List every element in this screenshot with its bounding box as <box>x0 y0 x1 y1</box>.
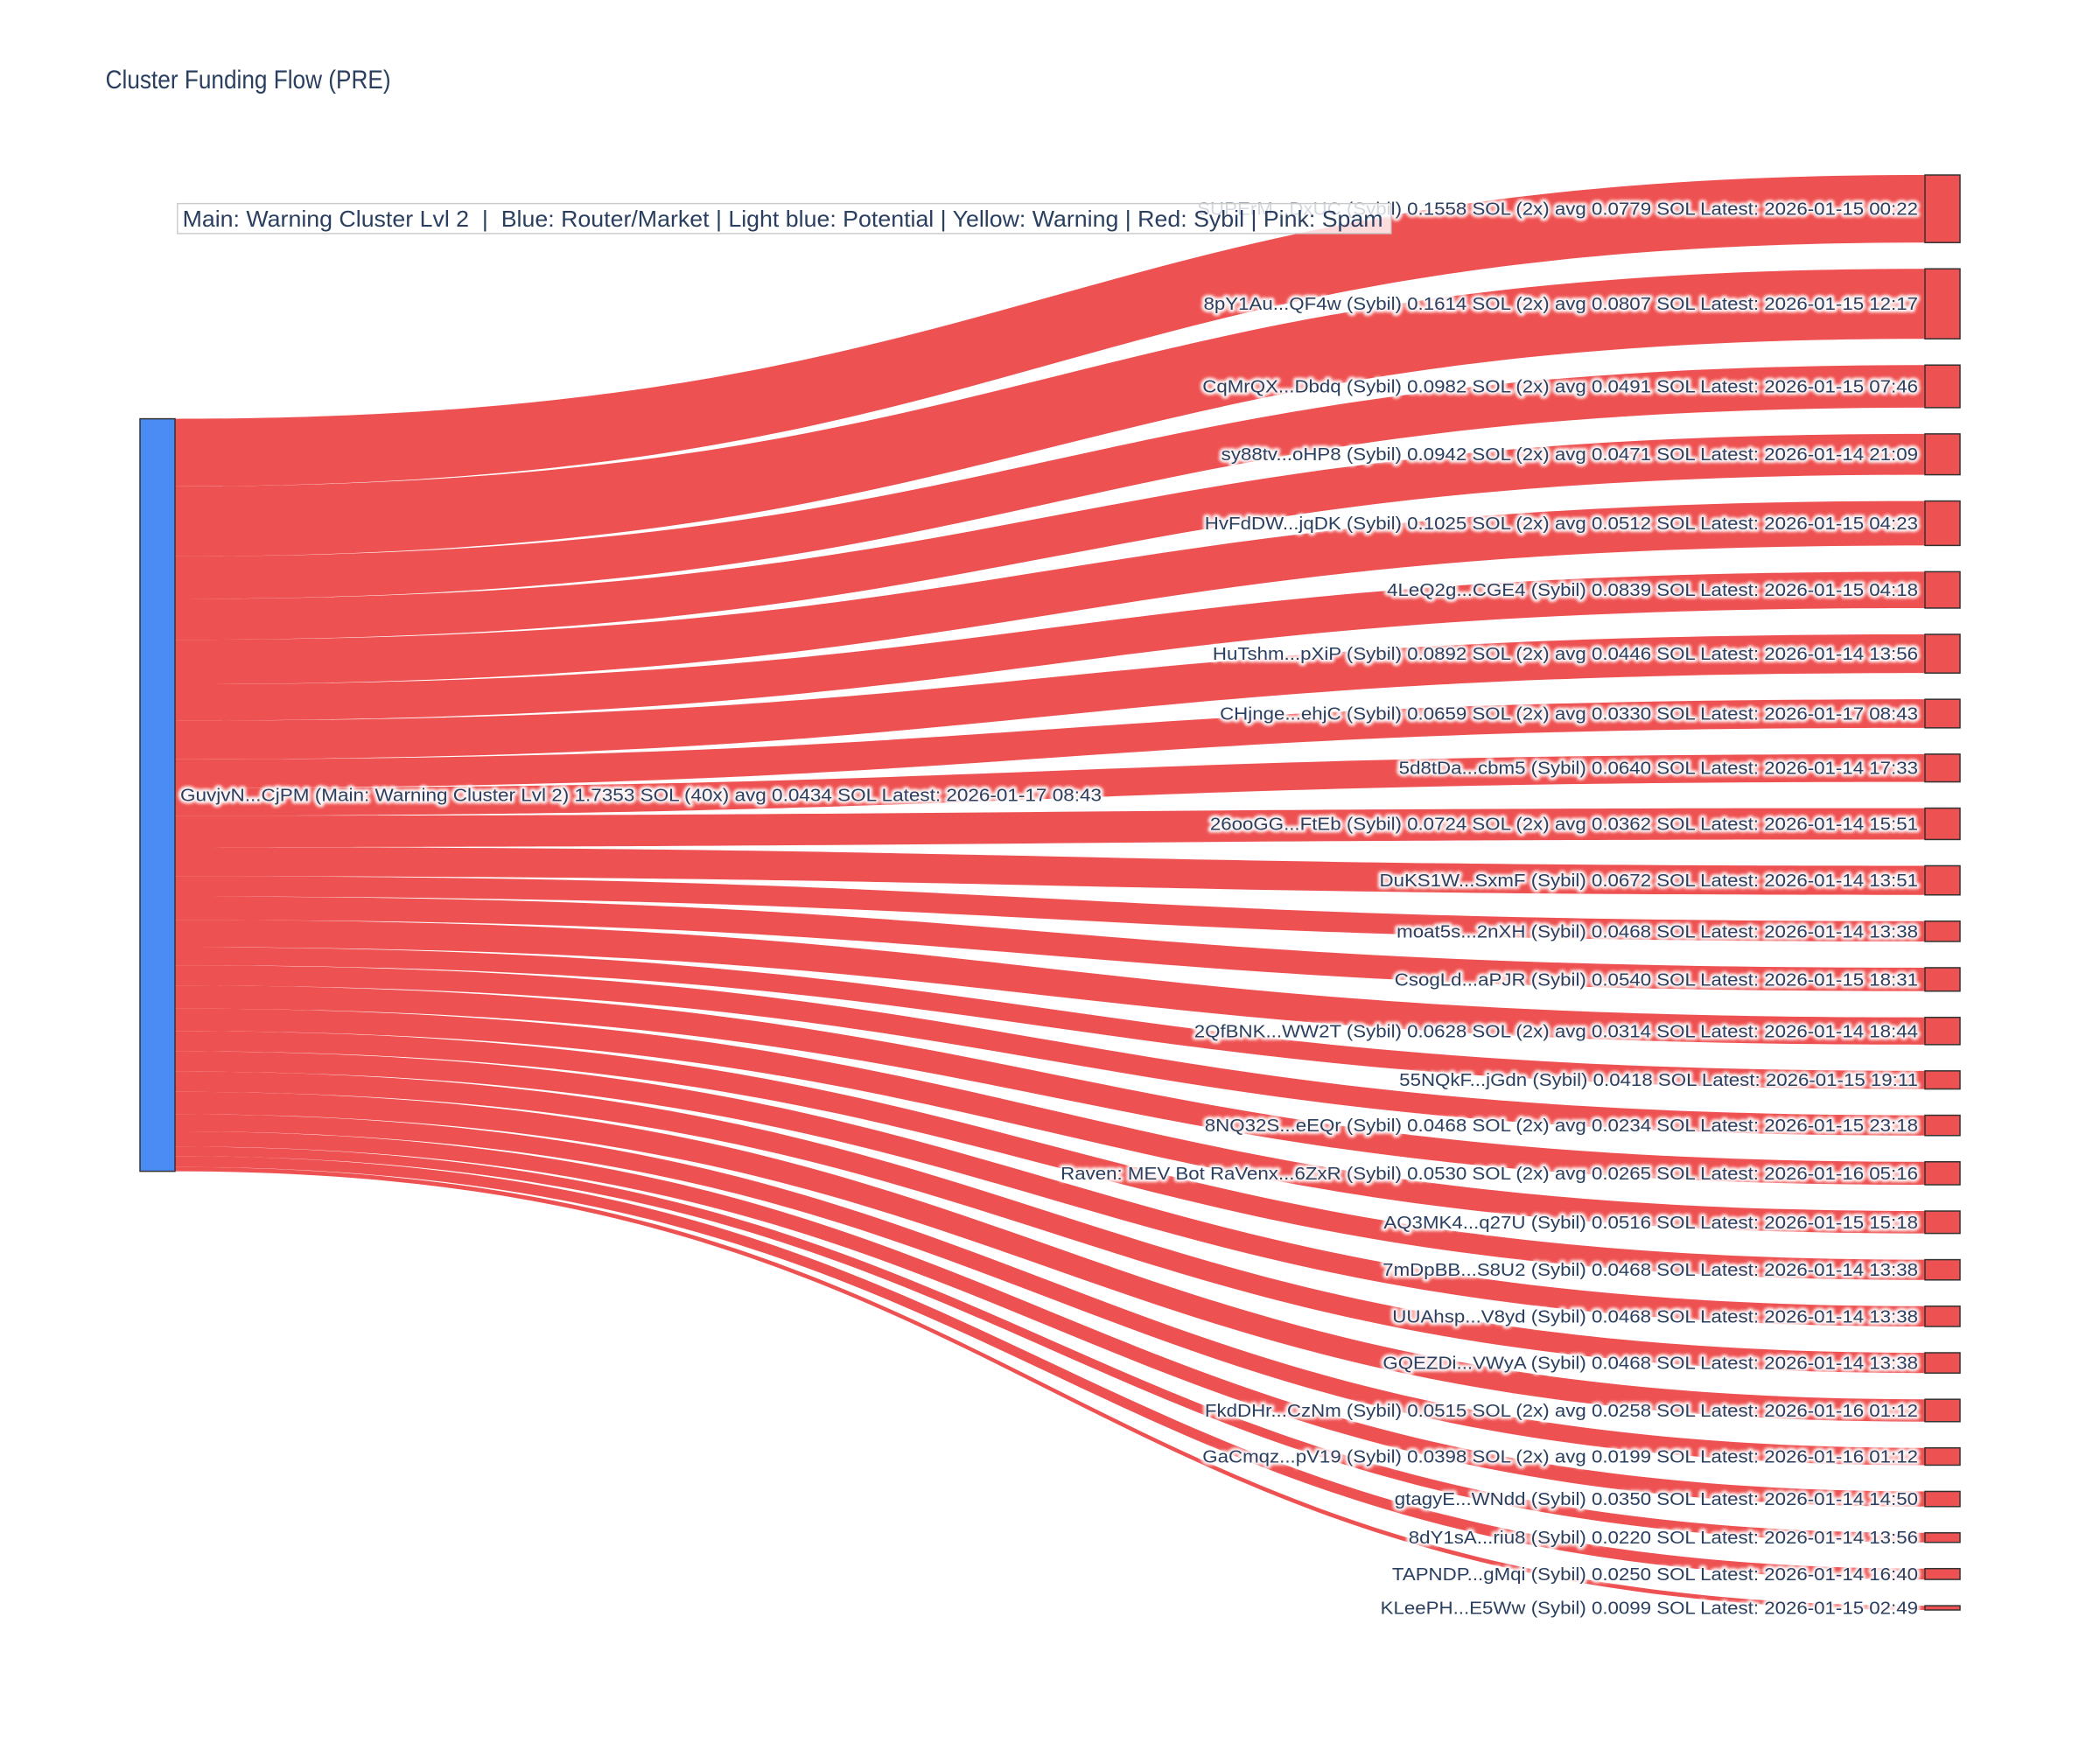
svg-text:Raven: MEV Bot RaVenx...6ZxR (: Raven: MEV Bot RaVenx...6ZxR (Sybil) 0.0… <box>1060 1165 1918 1184</box>
svg-text:TAPNDP...gMqi (Sybil) 0.0250 S: TAPNDP...gMqi (Sybil) 0.0250 SOL Latest:… <box>1392 1565 1918 1585</box>
svg-text:CsogLd...aPJR (Sybil) 0.0540 S: CsogLd...aPJR (Sybil) 0.0540 SOL Latest:… <box>1395 970 1918 990</box>
svg-text:GuvjvN...CjPM (Main: Warning C: GuvjvN...CjPM (Main: Warning Cluster Lvl… <box>180 787 1102 806</box>
svg-text:5d8tDa...cbm5 (Sybil) 0.0640 S: 5d8tDa...cbm5 (Sybil) 0.0640 SOL Latest:… <box>1399 760 1918 779</box>
svg-text:55NQkF...jGdn (Sybil) 0.0418 S: 55NQkF...jGdn (Sybil) 0.0418 SOL Latest:… <box>1399 1071 1918 1090</box>
svg-text:Raven: MEV Bot RaVenx...6ZxR (: Raven: MEV Bot RaVenx...6ZxR (Sybil) 0.0… <box>1060 1165 1918 1184</box>
svg-text:Cluster Funding Flow (PRE): Cluster Funding Flow (PRE) <box>106 66 391 94</box>
svg-text:4LeQ2g...CGE4 (Sybil) 0.0839 S: 4LeQ2g...CGE4 (Sybil) 0.0839 SOL Latest:… <box>1387 581 1918 600</box>
svg-text:55NQkF...jGdn (Sybil) 0.0418 S: 55NQkF...jGdn (Sybil) 0.0418 SOL Latest:… <box>1399 1071 1918 1090</box>
svg-text:8NQ32S...eEQr (Sybil) 0.0468 S: 8NQ32S...eEQr (Sybil) 0.0468 SOL (2x) av… <box>1205 1116 1918 1136</box>
svg-text:7mDpBB...S8U2 (Sybil) 0.0468 S: 7mDpBB...S8U2 (Sybil) 0.0468 SOL Latest:… <box>1382 1261 1918 1280</box>
svg-text:5d8tDa...cbm5 (Sybil) 0.0640 S: 5d8tDa...cbm5 (Sybil) 0.0640 SOL Latest:… <box>1399 760 1918 779</box>
svg-text:moat5s...2nXH (Sybil) 0.0468 S: moat5s...2nXH (Sybil) 0.0468 SOL Latest:… <box>1396 922 1918 942</box>
svg-text:CHjnge...ehjC (Sybil) 0.0659 S: CHjnge...ehjC (Sybil) 0.0659 SOL (2x) av… <box>1220 705 1918 724</box>
svg-text:4LeQ2g...CGE4 (Sybil) 0.0839 S: 4LeQ2g...CGE4 (Sybil) 0.0839 SOL Latest:… <box>1387 581 1918 600</box>
svg-text:HuTshm...pXiP (Sybil) 0.0892 S: HuTshm...pXiP (Sybil) 0.0892 SOL (2x) av… <box>1213 645 1918 664</box>
svg-text:GaCmqz...pV19 (Sybil) 0.0398 S: GaCmqz...pV19 (Sybil) 0.0398 SOL (2x) av… <box>1202 1448 1918 1467</box>
svg-text:gtagyE...WNdd (Sybil) 0.0350 S: gtagyE...WNdd (Sybil) 0.0350 SOL Latest:… <box>1395 1490 1918 1509</box>
svg-text:AQ3MK4...q27U (Sybil) 0.0516 S: AQ3MK4...q27U (Sybil) 0.0516 SOL Latest:… <box>1383 1214 1918 1233</box>
svg-text:26ooGG...FtEb (Sybil) 0.0724 S: 26ooGG...FtEb (Sybil) 0.0724 SOL (2x) av… <box>1210 816 1918 835</box>
svg-text:FkdDHr...CzNm (Sybil) 0.0515 S: FkdDHr...CzNm (Sybil) 0.0515 SOL (2x) av… <box>1205 1402 1918 1421</box>
svg-text:26ooGG...FtEb (Sybil) 0.0724 S: 26ooGG...FtEb (Sybil) 0.0724 SOL (2x) av… <box>1210 816 1918 835</box>
svg-text:CsogLd...aPJR (Sybil) 0.0540 S: CsogLd...aPJR (Sybil) 0.0540 SOL Latest:… <box>1395 970 1918 990</box>
svg-text:gtagyE...WNdd (Sybil) 0.0350 S: gtagyE...WNdd (Sybil) 0.0350 SOL Latest:… <box>1395 1490 1918 1509</box>
svg-text:CHjnge...ehjC (Sybil) 0.0659 S: CHjnge...ehjC (Sybil) 0.0659 SOL (2x) av… <box>1220 705 1918 724</box>
svg-text:8dY1sA...riu8 (Sybil) 0.0220 S: 8dY1sA...riu8 (Sybil) 0.0220 SOL Latest:… <box>1409 1529 1918 1548</box>
svg-text:GaCmqz...pV19 (Sybil) 0.0398 S: GaCmqz...pV19 (Sybil) 0.0398 SOL (2x) av… <box>1202 1448 1918 1467</box>
svg-text:AQ3MK4...q27U (Sybil) 0.0516 S: AQ3MK4...q27U (Sybil) 0.0516 SOL Latest:… <box>1383 1214 1918 1233</box>
svg-text:FkdDHr...CzNm (Sybil) 0.0515 S: FkdDHr...CzNm (Sybil) 0.0515 SOL (2x) av… <box>1205 1402 1918 1421</box>
svg-text:7mDpBB...S8U2 (Sybil) 0.0468 S: 7mDpBB...S8U2 (Sybil) 0.0468 SOL Latest:… <box>1382 1261 1918 1280</box>
svg-text:sy88tv...oHP8 (Sybil) 0.0942 S: sy88tv...oHP8 (Sybil) 0.0942 SOL (2x) av… <box>1222 445 1918 465</box>
svg-text:KLeePH...E5Ww (Sybil) 0.0099 S: KLeePH...E5Ww (Sybil) 0.0099 SOL Latest:… <box>1381 1600 1918 1619</box>
svg-text:DuKS1W...SxmF (Sybil) 0.0672 S: DuKS1W...SxmF (Sybil) 0.0672 SOL Latest:… <box>1380 872 1919 891</box>
svg-text:CqMrQX...Dbdq (Sybil) 0.0982 S: CqMrQX...Dbdq (Sybil) 0.0982 SOL (2x) av… <box>1202 378 1918 397</box>
svg-text:GQEZDi...VWyA (Sybil) 0.0468 S: GQEZDi...VWyA (Sybil) 0.0468 SOL Latest:… <box>1382 1354 1918 1374</box>
svg-text:HvFdDW...jqDK (Sybil) 0.1025 S: HvFdDW...jqDK (Sybil) 0.1025 SOL (2x) av… <box>1205 514 1918 534</box>
svg-text:2QfBNK...WW2T (Sybil) 0.0628 S: 2QfBNK...WW2T (Sybil) 0.0628 SOL (2x) av… <box>1194 1022 1918 1041</box>
svg-text:8NQ32S...eEQr (Sybil) 0.0468 S: 8NQ32S...eEQr (Sybil) 0.0468 SOL (2x) av… <box>1205 1116 1918 1136</box>
svg-text:DuKS1W...SxmF (Sybil) 0.0672 S: DuKS1W...SxmF (Sybil) 0.0672 SOL Latest:… <box>1380 872 1919 891</box>
svg-text:KLeePH...E5Ww (Sybil) 0.0099 S: KLeePH...E5Ww (Sybil) 0.0099 SOL Latest:… <box>1381 1600 1918 1619</box>
svg-text:HvFdDW...jqDK (Sybil) 0.1025 S: HvFdDW...jqDK (Sybil) 0.1025 SOL (2x) av… <box>1205 514 1918 534</box>
svg-text:Cluster Funding Flow (PRE): Cluster Funding Flow (PRE) <box>106 66 391 94</box>
svg-text:HuTshm...pXiP (Sybil) 0.0892 S: HuTshm...pXiP (Sybil) 0.0892 SOL (2x) av… <box>1213 645 1918 664</box>
svg-text:moat5s...2nXH (Sybil) 0.0468 S: moat5s...2nXH (Sybil) 0.0468 SOL Latest:… <box>1396 922 1918 942</box>
svg-text:GuvjvN...CjPM (Main: Warning C: GuvjvN...CjPM (Main: Warning Cluster Lvl… <box>180 787 1102 806</box>
svg-text:8dY1sA...riu8 (Sybil) 0.0220 S: 8dY1sA...riu8 (Sybil) 0.0220 SOL Latest:… <box>1409 1529 1918 1548</box>
svg-text:sy88tv...oHP8 (Sybil) 0.0942 S: sy88tv...oHP8 (Sybil) 0.0942 SOL (2x) av… <box>1222 445 1918 465</box>
svg-text:8pY1Au...QF4w (Sybil) 0.1614 S: 8pY1Au...QF4w (Sybil) 0.1614 SOL (2x) av… <box>1204 295 1919 314</box>
svg-text:2QfBNK...WW2T (Sybil) 0.0628 S: 2QfBNK...WW2T (Sybil) 0.0628 SOL (2x) av… <box>1194 1022 1918 1041</box>
svg-text:UUAhsp...V8yd (Sybil) 0.0468 S: UUAhsp...V8yd (Sybil) 0.0468 SOL Latest:… <box>1392 1307 1918 1326</box>
svg-text:Main: Warning Cluster Lvl 2 |: Main: Warning Cluster Lvl 2 | Blue: Rout… <box>183 206 1383 232</box>
svg-text:TAPNDP...gMqi (Sybil) 0.0250 S: TAPNDP...gMqi (Sybil) 0.0250 SOL Latest:… <box>1392 1565 1918 1585</box>
svg-text:UUAhsp...V8yd (Sybil) 0.0468 S: UUAhsp...V8yd (Sybil) 0.0468 SOL Latest:… <box>1392 1307 1918 1326</box>
svg-text:CqMrQX...Dbdq (Sybil) 0.0982 S: CqMrQX...Dbdq (Sybil) 0.0982 SOL (2x) av… <box>1202 378 1918 397</box>
svg-text:8pY1Au...QF4w (Sybil) 0.1614 S: 8pY1Au...QF4w (Sybil) 0.1614 SOL (2x) av… <box>1204 295 1919 314</box>
svg-text:GQEZDi...VWyA (Sybil) 0.0468 S: GQEZDi...VWyA (Sybil) 0.0468 SOL Latest:… <box>1382 1354 1918 1374</box>
